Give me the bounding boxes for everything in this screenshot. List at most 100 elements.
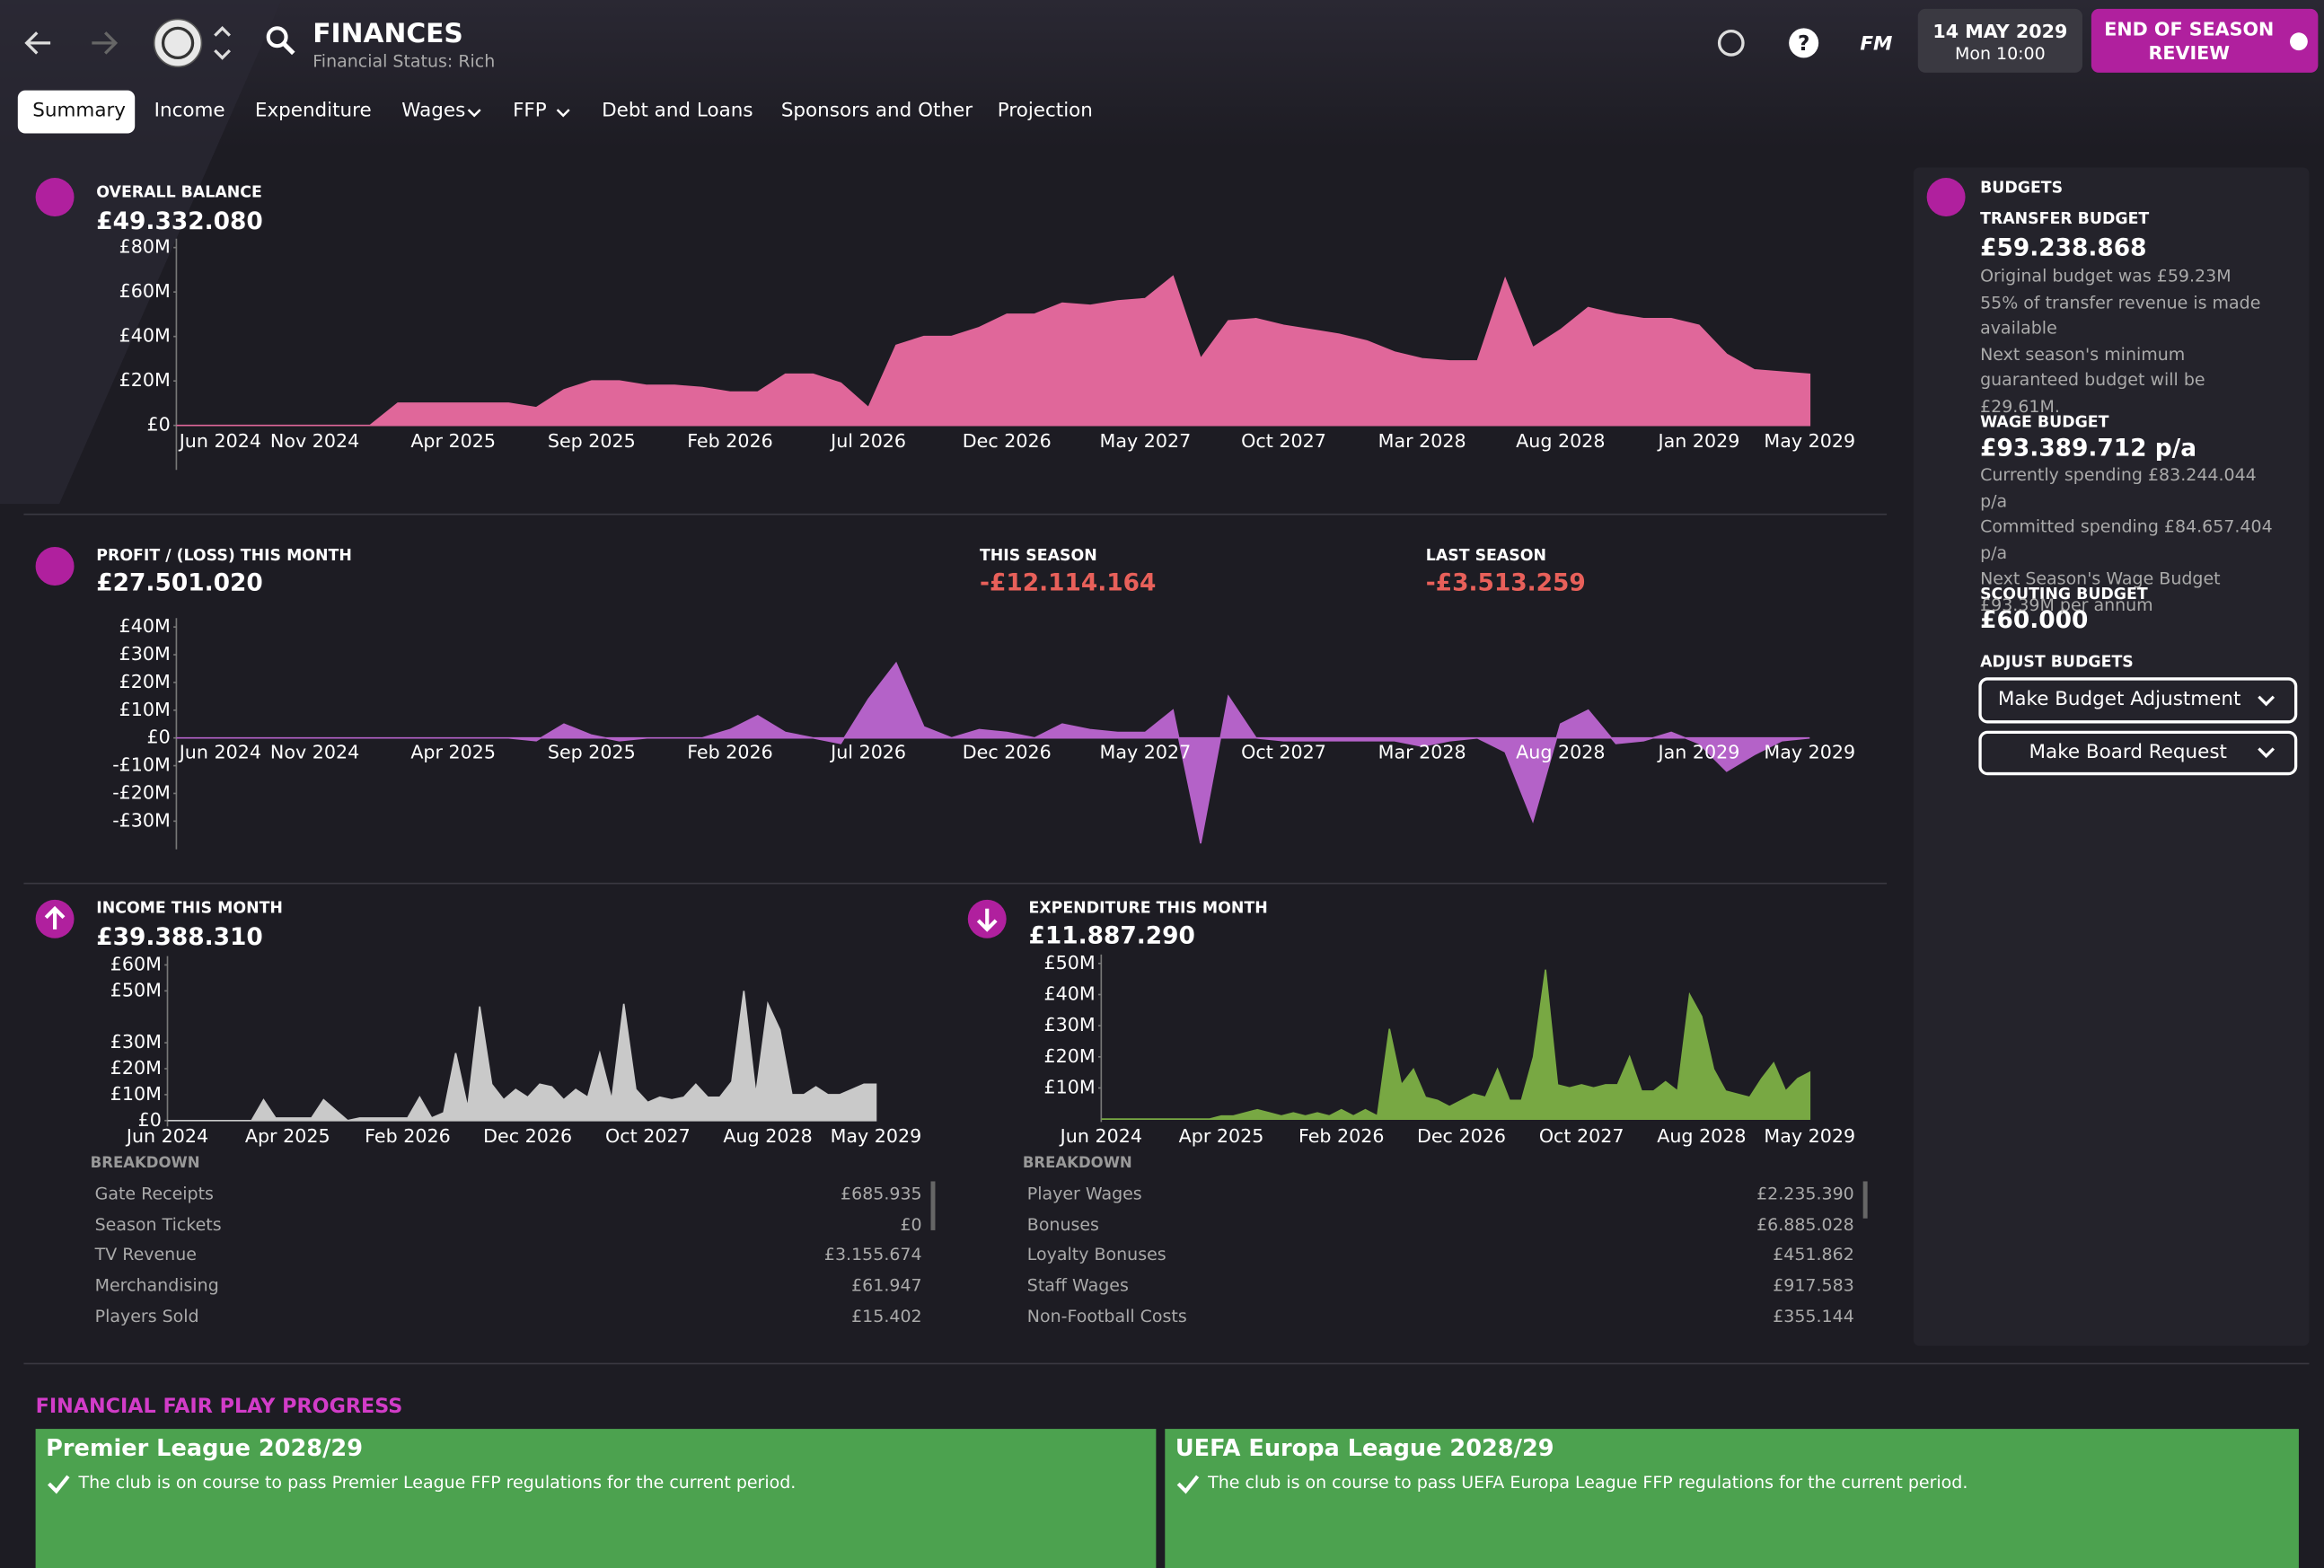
board-button[interactable] (1978, 730, 2298, 776)
note: 55% of transfer revenue is made availabl… (1980, 291, 2261, 339)
y-tick-label: £40M (119, 325, 171, 347)
tab[interactable]: Summary (32, 100, 127, 123)
breakdown-title: BREAKDOWN (90, 1155, 200, 1172)
fm-logo[interactable]: FM (1860, 33, 1893, 56)
date-box[interactable] (1917, 8, 2082, 73)
x-tick-label: Jul 2026 (829, 430, 906, 452)
row-label: Players Sold (94, 1305, 199, 1326)
tab[interactable]: Sponsors and Other (780, 100, 973, 123)
ffp-card-title: UEFA Europa League 2028/29 (1175, 1434, 1554, 1462)
chart-title: PROFIT / (LOSS) THIS MONTH (96, 547, 352, 565)
x-tick-label: Jan 2029 (1657, 430, 1740, 452)
row-value: £3.155.674 (823, 1244, 922, 1265)
y-tick-label: £30M (110, 1031, 162, 1053)
globe-icon[interactable] (1717, 30, 1745, 57)
y-tick-label: £20M (119, 671, 171, 692)
x-tick-label: Aug 2028 (1516, 430, 1605, 452)
search-icon[interactable] (266, 26, 288, 48)
back-button[interactable] (24, 31, 51, 55)
x-tick-label: Oct 2027 (1241, 741, 1326, 762)
tab[interactable]: Expenditure (254, 100, 372, 123)
search-handle (281, 41, 295, 56)
x-tick-label: May 2029 (1764, 1125, 1855, 1147)
x-tick-label: Oct 2027 (605, 1125, 691, 1147)
x-tick-label: Jun 2024 (178, 741, 261, 762)
tab[interactable]: Income (154, 100, 225, 123)
y-tick-label: £20M (119, 369, 171, 391)
row-value: £451.862 (1773, 1244, 1854, 1265)
note: Next season's minimum guaranteed budget … (1980, 343, 2205, 416)
x-tick-label: Jan 2029 (1657, 741, 1740, 762)
icon (1926, 178, 1966, 216)
tab[interactable]: Wages (401, 100, 466, 123)
scrollbar[interactable] (930, 1181, 936, 1230)
row-label: Loyalty Bonuses (1026, 1244, 1166, 1265)
y-tick-label: £30M (119, 643, 171, 665)
y-tick-label: £0 (147, 727, 171, 748)
x-tick-label: May 2027 (1100, 741, 1192, 762)
x-tick-label: Dec 2026 (483, 1125, 572, 1147)
y-tick-label: £10M (1044, 1076, 1096, 1097)
row-label: Season Tickets (94, 1213, 222, 1235)
x-tick-label: Feb 2026 (1298, 1125, 1385, 1147)
y-tick-label: £50M (1044, 952, 1096, 973)
row-label: TV Revenue (94, 1244, 197, 1265)
x-tick-label: Jun 2024 (1059, 1125, 1142, 1147)
area (167, 991, 877, 1122)
tab[interactable]: FFP (513, 100, 547, 123)
x-tick-label: Dec 2026 (963, 741, 1052, 762)
x-tick-label: Feb 2026 (687, 430, 773, 452)
x-tick-label: Mar 2028 (1378, 741, 1466, 762)
row-label: Player Wages (1026, 1183, 1142, 1204)
forward-button[interactable] (92, 31, 119, 55)
row-value: £2.235.390 (1756, 1183, 1854, 1204)
row-label: Merchandising (94, 1274, 219, 1296)
review-label[interactable]: END OF SEASON REVIEW (2104, 17, 2275, 64)
x-tick-label: Nov 2024 (270, 741, 359, 762)
chevrons (2258, 695, 2276, 759)
club-crest[interactable] (153, 18, 203, 68)
y-tick-label: £40M (119, 615, 171, 637)
chart-value: £49.332.080 (96, 207, 263, 235)
notes: Currently spending £83.244.044 p/a Commit… (1980, 462, 2284, 618)
tab[interactable]: Projection (997, 100, 1093, 123)
button-label[interactable]: Make Board Request (2029, 742, 2227, 764)
chart-title: EXPENDITURE THIS MONTH (1028, 899, 1268, 918)
date: 14 MAY 2029 (1932, 20, 2068, 43)
page-title: FINANCES (313, 18, 463, 50)
review-arrow (2290, 32, 2308, 51)
row-value: £355.144 (1773, 1305, 1854, 1326)
club-switch[interactable] (214, 26, 231, 60)
row-value: £6.885.028 (1756, 1213, 1854, 1235)
ffp-title: FINANCIAL FAIR PLAY PROGRESS (35, 1395, 403, 1419)
ffp-card-title: Premier League 2028/29 (46, 1434, 364, 1462)
chart-title: INCOME THIS MONTH (96, 899, 283, 918)
check (1176, 1475, 1200, 1494)
ffp-card (35, 1429, 1157, 1568)
check (48, 1475, 70, 1494)
annotation-label: THIS SEASON (979, 547, 1097, 565)
x-tick-label: Oct 2027 (1241, 430, 1326, 452)
icon (35, 547, 75, 586)
button-label[interactable]: Make Budget Adjustment (1997, 688, 2241, 711)
y-tick-label: £60M (119, 280, 171, 302)
chart-value: £39.388.310 (96, 922, 263, 951)
active-tab[interactable] (17, 90, 136, 134)
review-button[interactable] (2091, 8, 2319, 73)
y-tick-label: £0 (147, 414, 171, 436)
label: TRANSFER BUDGET (1980, 210, 2150, 229)
scrollbar[interactable] (1862, 1181, 1868, 1219)
y-tick-label: £10M (119, 699, 171, 720)
row-value: £61.947 (851, 1274, 922, 1296)
y-tick-label: £10M (110, 1083, 162, 1105)
x-tick-label: Sep 2025 (548, 741, 636, 762)
crest-inner (161, 26, 195, 60)
adjust-button[interactable] (1978, 677, 2298, 724)
icon (35, 178, 75, 216)
page-subtitle: Financial Status: Rich (313, 50, 496, 72)
help-icon[interactable] (1789, 28, 1819, 58)
x-tick-label: Aug 2028 (1657, 1125, 1746, 1147)
tab[interactable]: Debt and Loans (602, 100, 753, 123)
